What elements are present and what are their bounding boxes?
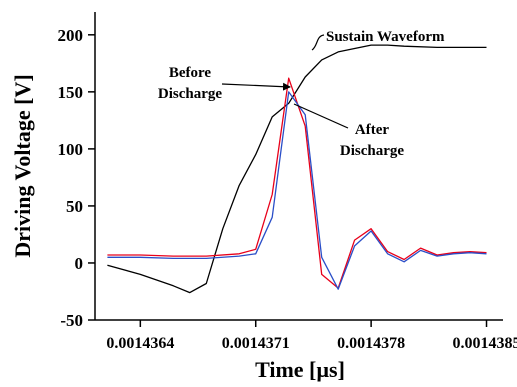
x-tick-label: 0.0014378 (337, 335, 405, 352)
annotation-sustain-waveform: Sustain Waveform (326, 29, 445, 45)
y-tick-label: 100 (58, 140, 84, 159)
annotation-arrows (221, 34, 349, 129)
plot-frame (95, 12, 503, 320)
x-tick-label: 0.0014371 (222, 335, 290, 352)
annotation-after-discharge-line1: After (355, 122, 389, 138)
series-before-discharge (107, 77, 487, 289)
plot-area (95, 12, 503, 320)
x-tick-label: 0.0014385 (453, 335, 517, 352)
y-tick-label: 50 (66, 197, 83, 216)
sustain-leader (311, 34, 325, 51)
x-ticks: 0.0014364 0.0014371 0.0014378 0.0014385 (106, 320, 517, 352)
before-discharge-arrow (221, 82, 291, 91)
x-axis-title: Time [µs] (255, 357, 345, 382)
annotation-after-discharge-line2: Discharge (340, 143, 404, 159)
y-axis-title: Driving Voltage [V] (10, 74, 35, 257)
y-tick-label: 150 (58, 83, 84, 102)
series-after-discharge (107, 91, 487, 290)
annotation-before-discharge-line1: Before (169, 65, 212, 81)
y-tick-label: 0 (75, 254, 84, 273)
y-tick-label: -50 (60, 311, 83, 330)
y-tick-label: 200 (58, 26, 84, 45)
after-discharge-pointer (293, 103, 349, 129)
series-layer (107, 44, 487, 294)
x-tick-label: 0.0014364 (106, 335, 174, 352)
y-ticks: -50 0 50 100 150 200 (58, 26, 95, 330)
annotation-before-discharge-line2: Discharge (158, 86, 222, 102)
series-sustain-waveform (107, 44, 487, 294)
